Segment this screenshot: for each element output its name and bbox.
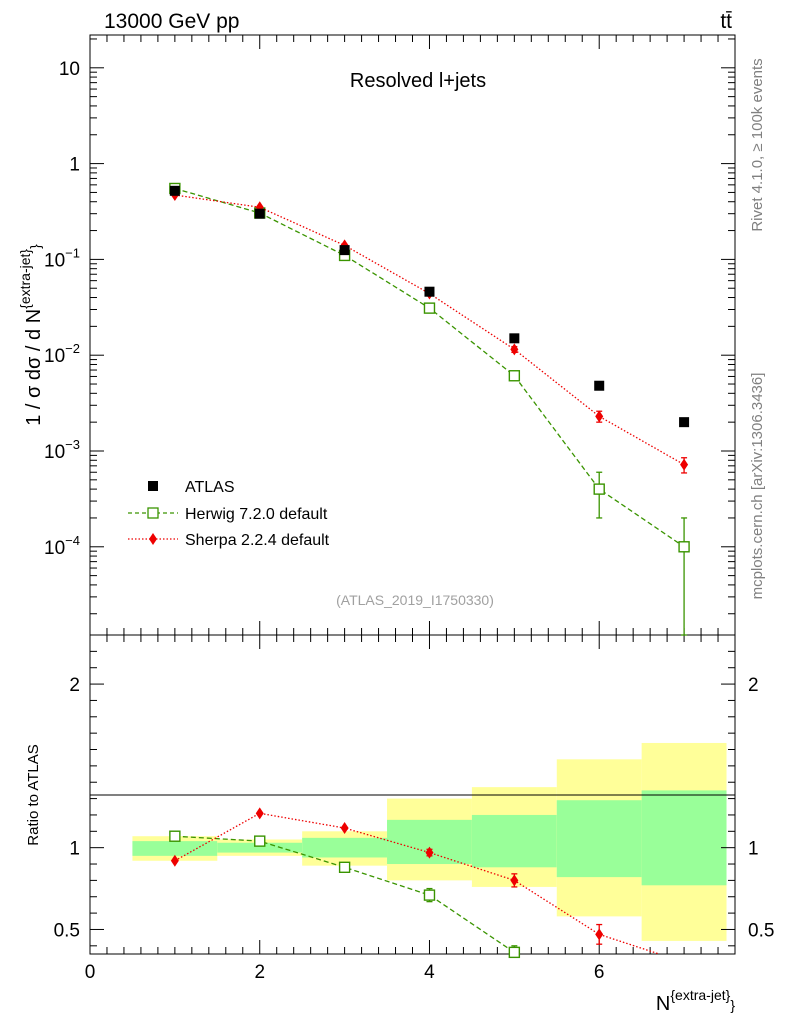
herwig-ratio-point bbox=[508, 946, 521, 959]
main-y-tick-base: 10 bbox=[44, 250, 65, 271]
svg-text:1 / σ dσ / d N{extra-jet}}: 1 / σ dσ / d N{extra-jet}} bbox=[17, 244, 45, 426]
main-y-tick-label: 10−1 bbox=[44, 245, 80, 271]
herwig-point bbox=[593, 483, 605, 495]
main-y-tick-base: 10 bbox=[44, 538, 65, 559]
legend-item-sherpa: Sherpa 2.2.4 default bbox=[128, 532, 330, 549]
atlas-point bbox=[254, 208, 265, 219]
atlas-point bbox=[509, 333, 520, 344]
x-tick-label: 2 bbox=[254, 962, 265, 983]
herwig-line bbox=[174, 187, 685, 548]
ratio-band-inner bbox=[641, 790, 727, 886]
x-tick-label: 0 bbox=[85, 962, 96, 983]
ratio-band-inner bbox=[132, 841, 218, 856]
herwig-point bbox=[508, 370, 521, 382]
main-y-tick-exp: −3 bbox=[65, 437, 80, 452]
ratio-y-ticks: 2 2 1 1 0.5 0.5 bbox=[54, 634, 774, 947]
ratio-y-tick-label-left: 2 bbox=[69, 675, 80, 696]
legend-sherpa-label: Sherpa 2.2.4 default bbox=[185, 532, 330, 549]
main-y-tick-base: 1 bbox=[69, 155, 80, 176]
sherpa-line bbox=[174, 194, 685, 466]
analysis-id: (ATLAS_2019_I1750330) bbox=[336, 592, 494, 608]
svg-text:Rivet 4.1.0, ≥ 100k events: Rivet 4.1.0, ≥ 100k events bbox=[749, 58, 766, 231]
ratio-band-inner bbox=[471, 814, 557, 868]
ratio-series-layer bbox=[169, 807, 660, 959]
x-axis-label-sup: {extra-jet} bbox=[670, 987, 730, 1003]
sherpa-point bbox=[680, 458, 689, 471]
main-y-tick-label: 1 bbox=[69, 155, 80, 176]
atlas-point bbox=[424, 286, 435, 297]
main-y-tick-label: 10 bbox=[59, 59, 80, 80]
mcplots-label: mcplots.cern.ch [arXiv:1306.3436] bbox=[749, 373, 766, 600]
sherpa-ratio-point bbox=[510, 874, 519, 887]
x-axis-label-tail: } bbox=[730, 997, 735, 1013]
x-tick-label: 4 bbox=[424, 962, 435, 983]
ratio-y-label: Ratio to ATLAS bbox=[25, 744, 42, 845]
ratio-band-inner bbox=[302, 837, 388, 858]
atlas-point bbox=[169, 185, 180, 196]
sherpa-ratio-point bbox=[425, 846, 434, 859]
atlas-point bbox=[594, 380, 605, 391]
main-y-tick-label: 10−4 bbox=[44, 533, 80, 559]
herwig-ratio-point bbox=[423, 889, 436, 901]
main-y-tick-base: 10 bbox=[44, 442, 65, 463]
legend: ATLAS Herwig 7.2.0 default Sherpa 2.2.4 … bbox=[128, 479, 330, 549]
herwig-point bbox=[678, 541, 690, 553]
main-y-tick-exp: −4 bbox=[65, 533, 80, 548]
main-y-tick-label: 10−2 bbox=[44, 341, 80, 367]
ratio-y-tick-label-right: 2 bbox=[748, 675, 759, 696]
legend-item-herwig: Herwig 7.2.0 default bbox=[128, 506, 328, 523]
energy-label: 13000 GeV pp bbox=[104, 10, 239, 33]
main-y-label: 1 / σ dσ / d N{extra-jet}} bbox=[17, 244, 45, 426]
ratio-y-tick-label-right: 0.5 bbox=[748, 920, 774, 941]
ratio-y-tick-label-left: 0.5 bbox=[54, 920, 80, 941]
sherpa-point bbox=[595, 410, 604, 423]
rivet-version-label: Rivet 4.1.0, ≥ 100k events bbox=[749, 58, 766, 231]
sherpa-ratio-point bbox=[340, 822, 349, 835]
svg-text:mcplots.cern.ch [arXiv:1306.34: mcplots.cern.ch [arXiv:1306.3436] bbox=[749, 373, 766, 600]
main-y-tick-label: 10−3 bbox=[44, 437, 80, 463]
herwig-ratio-point bbox=[254, 835, 266, 847]
main-y-tick-base: 10 bbox=[59, 59, 80, 80]
process-label: tt̄ bbox=[720, 10, 732, 33]
legend-atlas-label: ATLAS bbox=[185, 479, 235, 496]
sherpa-point bbox=[510, 343, 519, 356]
herwig-ratio-point bbox=[169, 830, 181, 842]
sherpa-ratio-point bbox=[595, 928, 604, 941]
ratio-y-tick-label-right: 1 bbox=[748, 839, 759, 860]
x-tick-label: 6 bbox=[594, 962, 605, 983]
legend-herwig-marker bbox=[147, 507, 159, 519]
panel-title: Resolved l+jets bbox=[350, 70, 486, 92]
main-y-tick-base: 10 bbox=[44, 346, 65, 367]
ratio-band-inner bbox=[217, 842, 303, 853]
sherpa-ratio-point bbox=[170, 854, 179, 867]
ratio-uncertainty-bands bbox=[132, 742, 727, 941]
main-y-tick-exp: −2 bbox=[65, 341, 80, 356]
x-axis-label: N{extra-jet}} bbox=[656, 987, 735, 1015]
ratio-y-tick-label-left: 1 bbox=[69, 839, 80, 860]
herwig-point bbox=[423, 302, 436, 314]
legend-atlas-marker bbox=[148, 481, 158, 491]
atlas-point bbox=[339, 245, 350, 256]
atlas-point bbox=[679, 417, 690, 428]
legend-item-atlas: ATLAS bbox=[148, 479, 235, 496]
x-axis-ticks: 0 2 4 6 bbox=[85, 35, 719, 983]
main-y-tick-exp: −1 bbox=[65, 245, 80, 260]
sherpa-ratio-point bbox=[255, 807, 264, 820]
x-axis-label-text: N bbox=[656, 993, 670, 1015]
legend-sherpa-marker bbox=[149, 533, 157, 545]
ratio-band-inner bbox=[556, 800, 642, 878]
herwig-ratio-line bbox=[174, 835, 515, 953]
svg-text:Ratio to ATLAS: Ratio to ATLAS bbox=[25, 744, 42, 845]
main-y-label-tail: } bbox=[27, 244, 43, 249]
herwig-ratio-point bbox=[338, 861, 351, 873]
legend-herwig-label: Herwig 7.2.0 default bbox=[185, 506, 328, 523]
main-y-label-text: 1 / σ dσ / d N bbox=[23, 309, 45, 426]
main-y-label-sup: {extra-jet} bbox=[17, 249, 33, 309]
main-series-layer bbox=[169, 182, 690, 636]
